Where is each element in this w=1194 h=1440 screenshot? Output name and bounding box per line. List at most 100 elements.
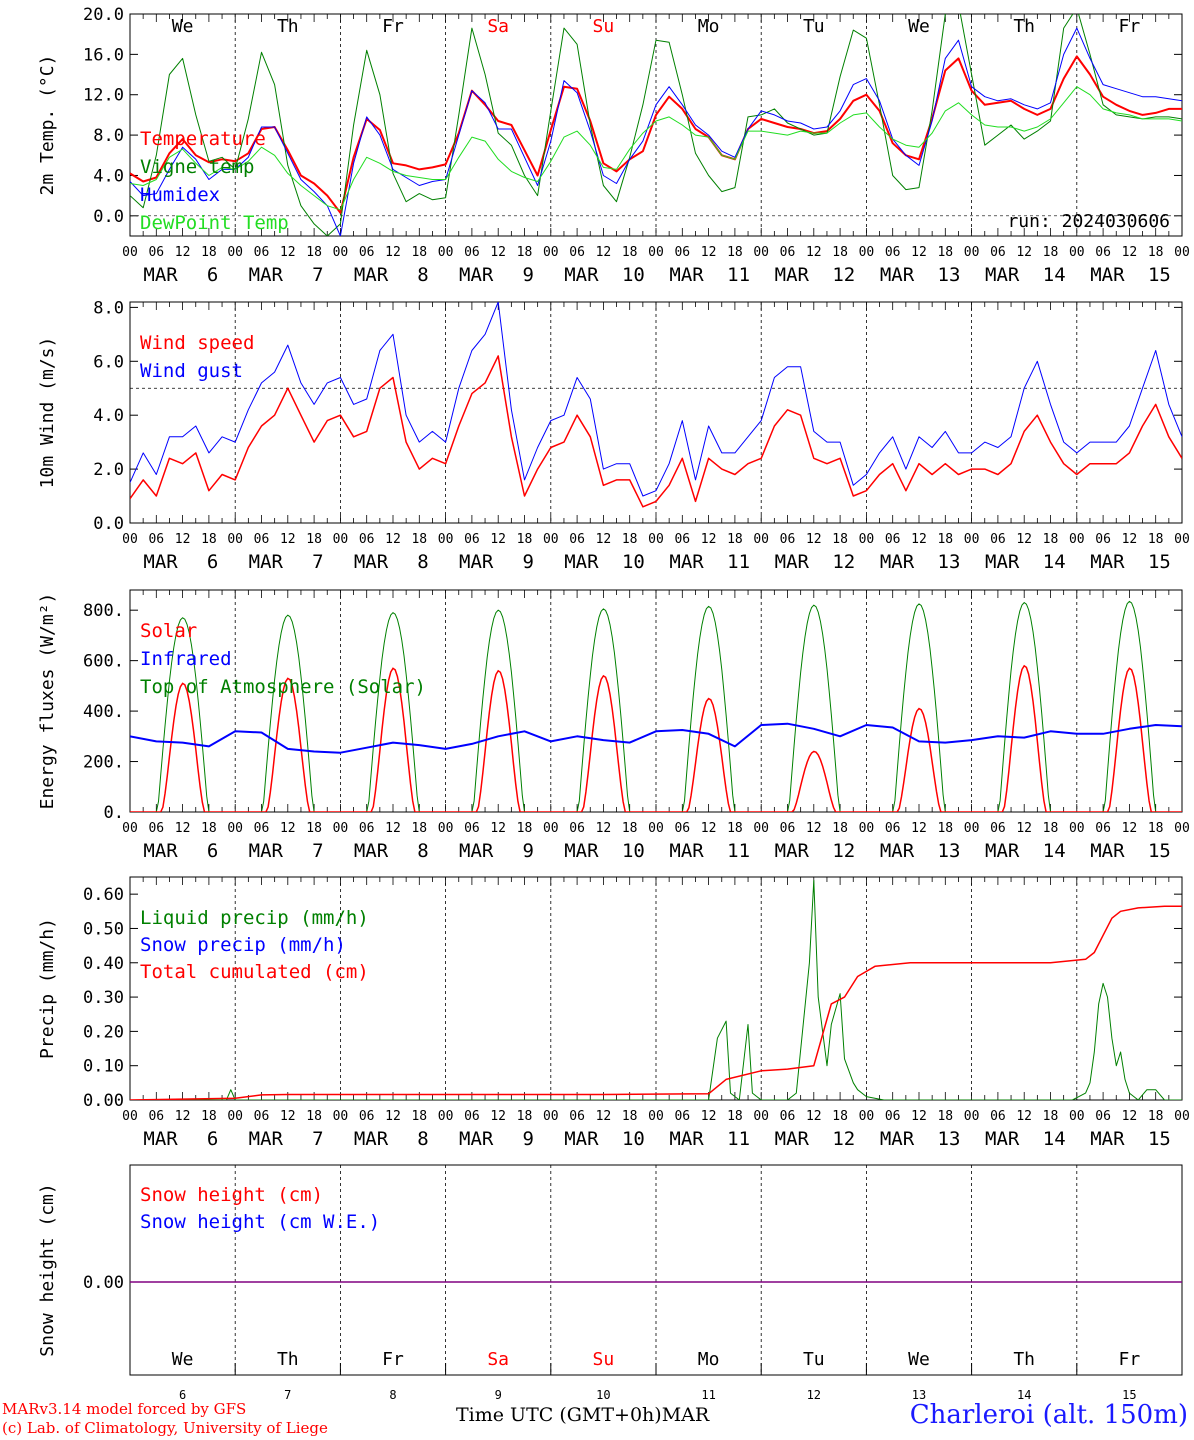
date-day: 6 bbox=[207, 551, 218, 573]
hour-label: 00 bbox=[438, 245, 454, 260]
hour-label: 12 bbox=[490, 532, 506, 547]
y-tick-label: 0. bbox=[104, 803, 124, 823]
day-number: 9 bbox=[495, 1388, 502, 1400]
date-day: 6 bbox=[207, 840, 218, 862]
hour-label: 00 bbox=[543, 245, 559, 260]
date-day: 6 bbox=[207, 264, 218, 286]
y-tick-label: 0.60 bbox=[83, 885, 124, 905]
series-wind-speed bbox=[130, 355, 1182, 508]
y-tick-label: 0.30 bbox=[83, 988, 124, 1008]
legend-entry: Top of Atmosphere (Solar) bbox=[140, 676, 426, 698]
y-tick-label: 4.0 bbox=[93, 406, 124, 426]
date-day: 13 bbox=[938, 551, 961, 573]
date-month: MAR bbox=[1090, 1128, 1125, 1150]
series-humidex bbox=[130, 27, 1182, 236]
hour-label: 18 bbox=[411, 821, 427, 836]
day-name: Th bbox=[277, 16, 299, 37]
hour-label: 06 bbox=[254, 821, 270, 836]
hour-label: 00 bbox=[964, 1109, 980, 1124]
hour-label: 06 bbox=[359, 245, 375, 260]
hour-label: 06 bbox=[674, 1109, 690, 1124]
hour-label: 12 bbox=[280, 245, 296, 260]
date-day: 11 bbox=[727, 551, 750, 573]
date-day: 14 bbox=[1043, 551, 1066, 573]
hour-label: 06 bbox=[780, 532, 796, 547]
hour-label: 18 bbox=[411, 1109, 427, 1124]
date-month: MAR bbox=[880, 1128, 915, 1150]
y-tick-label: 0.0 bbox=[93, 514, 124, 534]
hour-label: 12 bbox=[1122, 532, 1138, 547]
hour-label: 18 bbox=[727, 532, 743, 547]
day-name: Fr bbox=[1119, 16, 1141, 37]
hour-label: 18 bbox=[832, 245, 848, 260]
plot-area bbox=[130, 302, 1182, 508]
panel-wind: 0.0 2.0 4.0 6.0 8.0 10m Wind (m/s) Wind speed W… bbox=[37, 298, 1190, 573]
date-month: MAR bbox=[985, 551, 1020, 573]
day-number: 10 bbox=[596, 1388, 610, 1400]
date-day: 10 bbox=[622, 840, 645, 862]
hour-label: 18 bbox=[1043, 532, 1059, 547]
hour-label: 06 bbox=[780, 1109, 796, 1124]
y-tick-label: 0.00 bbox=[83, 1091, 124, 1111]
legend-entry: Wind gust bbox=[140, 360, 243, 382]
date-day: 11 bbox=[727, 840, 750, 862]
date-day: 7 bbox=[312, 264, 323, 286]
date-month: MAR bbox=[564, 264, 599, 286]
date-day: 13 bbox=[938, 264, 961, 286]
day-name: Sa bbox=[487, 16, 509, 37]
date-month: MAR bbox=[1090, 264, 1125, 286]
y-axis-label: Snow height (cm) bbox=[37, 1183, 58, 1356]
time-axis-label: Time UTC (GMT+0h)MAR bbox=[456, 1404, 709, 1426]
hour-label: 00 bbox=[1069, 821, 1085, 836]
date-day: 12 bbox=[832, 840, 855, 862]
hour-label: 00 bbox=[122, 245, 138, 260]
date-day: 9 bbox=[522, 840, 533, 862]
hour-label: 18 bbox=[201, 245, 217, 260]
hour-label: 12 bbox=[385, 821, 401, 836]
day-name: Th bbox=[1013, 1349, 1035, 1370]
hour-label: 18 bbox=[937, 245, 953, 260]
hour-label: 12 bbox=[701, 532, 717, 547]
hour-label: 12 bbox=[280, 1109, 296, 1124]
hour-label: 00 bbox=[227, 1109, 243, 1124]
legend-entry: Snow precip (mm/h) bbox=[140, 934, 346, 956]
hour-label: 00 bbox=[964, 532, 980, 547]
hour-label: 12 bbox=[385, 532, 401, 547]
date-day: 7 bbox=[312, 840, 323, 862]
date-day: 9 bbox=[522, 1128, 533, 1150]
y-tick-label: 0.20 bbox=[83, 1022, 124, 1042]
lab-credit: (c) Lab. of Climatology, University of L… bbox=[2, 1419, 328, 1437]
hour-label: 06 bbox=[569, 532, 585, 547]
hour-label: 06 bbox=[254, 245, 270, 260]
hour-label: 06 bbox=[464, 821, 480, 836]
date-month: MAR bbox=[143, 551, 178, 573]
y-tick-label: 8.0 bbox=[93, 298, 124, 318]
y-axis-label: 2m Temp. (°C) bbox=[37, 55, 58, 196]
date-month: MAR bbox=[564, 840, 599, 862]
date-month: MAR bbox=[1090, 551, 1125, 573]
date-day: 14 bbox=[1043, 1128, 1066, 1150]
panel-precip: 0.00 0.10 0.20 0.30 0.40 0.50 0.60 Precip (mm/h… bbox=[37, 876, 1190, 1150]
y-tick-label: 0.40 bbox=[83, 954, 124, 974]
hour-label: 06 bbox=[780, 245, 796, 260]
hour-label: 00 bbox=[333, 245, 349, 260]
hour-label: 18 bbox=[937, 532, 953, 547]
hour-label: 00 bbox=[438, 821, 454, 836]
hour-label: 12 bbox=[911, 532, 927, 547]
hour-label: 18 bbox=[411, 245, 427, 260]
hour-label: 06 bbox=[569, 245, 585, 260]
y-tick-label: 12.0 bbox=[83, 86, 124, 106]
plot-area bbox=[130, 14, 1182, 236]
hour-label: 12 bbox=[385, 1109, 401, 1124]
hour-label: 00 bbox=[859, 1109, 875, 1124]
y-tick-label: 2.0 bbox=[93, 460, 124, 480]
hour-label: 06 bbox=[990, 532, 1006, 547]
hour-label: 00 bbox=[964, 245, 980, 260]
day-number: 11 bbox=[701, 1388, 715, 1400]
y-tick-label: 0.00 bbox=[83, 1273, 124, 1293]
date-day: 12 bbox=[832, 551, 855, 573]
hour-label: 00 bbox=[1069, 245, 1085, 260]
y-axis-label: Precip (mm/h) bbox=[37, 918, 58, 1059]
hour-label: 00 bbox=[753, 245, 769, 260]
hour-label: 12 bbox=[596, 821, 612, 836]
